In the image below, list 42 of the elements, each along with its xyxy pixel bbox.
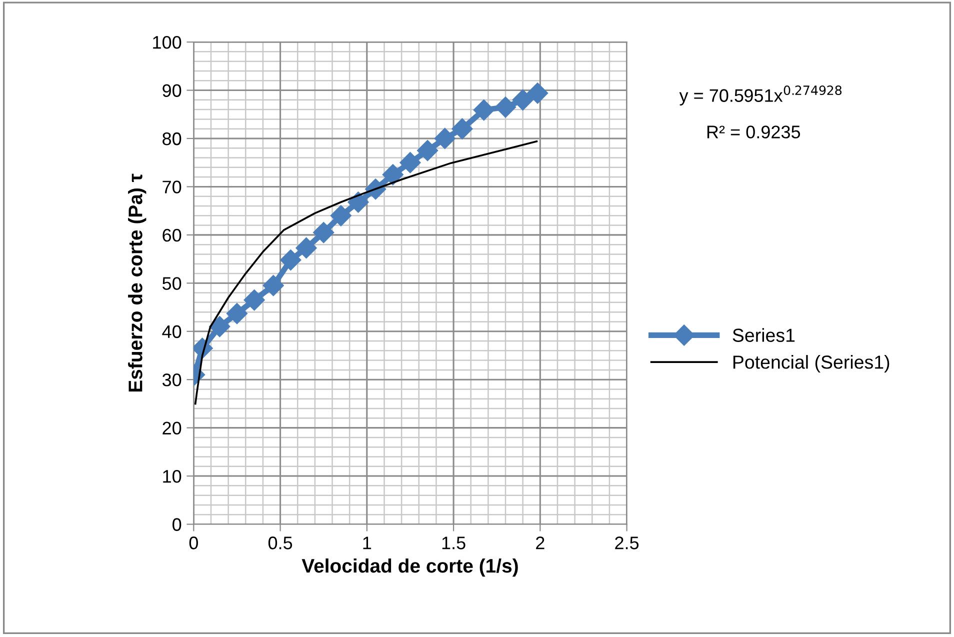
point (280, 249, 302, 271)
x-tick-label: 1 (363, 536, 372, 550)
point (296, 237, 317, 258)
text: y = 70.5951x$^{0.274928}$ (679, 85, 842, 106)
x-tick-label: 2 (536, 536, 544, 550)
y-tick-label: 40 (162, 325, 182, 338)
legend-label: Potencial (Series1) (733, 355, 890, 373)
point (262, 275, 284, 296)
y-tick-label: 30 (162, 374, 182, 386)
x-tick-label: 0.5 (268, 536, 292, 550)
y-tick-label: 60 (162, 228, 182, 242)
point (473, 100, 494, 121)
legend-label: Series1 (732, 328, 795, 342)
point (209, 316, 230, 338)
x-axis-title: Velocidad de corte (1/s) (302, 558, 518, 577)
point (434, 128, 456, 149)
point (494, 96, 516, 118)
y-tick-label: 100 (153, 36, 182, 49)
y-tick-label: 0 (172, 518, 182, 531)
x-tick-label: 1.5 (442, 536, 466, 550)
point (382, 164, 404, 186)
x-tick-label: 2.5 (615, 536, 639, 550)
y-tick-label: 70 (162, 180, 182, 194)
point (400, 152, 421, 174)
point (244, 290, 265, 311)
y-tick-label: 20 (162, 422, 182, 435)
y-tick-label: 80 (162, 132, 182, 146)
point (417, 140, 438, 162)
x-tick-label: 0 (189, 536, 198, 550)
point (512, 89, 534, 110)
y-tick-label: 50 (162, 277, 182, 290)
point (348, 192, 369, 213)
point (527, 82, 548, 104)
y-axis-title: Esfuerzo de corte (Pa) τ (128, 174, 146, 392)
point (330, 205, 352, 226)
y-tick-label: 90 (162, 84, 182, 97)
point (226, 303, 248, 324)
point (313, 222, 334, 244)
y-tick-label: 10 (163, 470, 182, 483)
line-series (194, 140, 538, 405)
text: R² = 0.9235 (707, 126, 800, 138)
point (452, 118, 473, 140)
